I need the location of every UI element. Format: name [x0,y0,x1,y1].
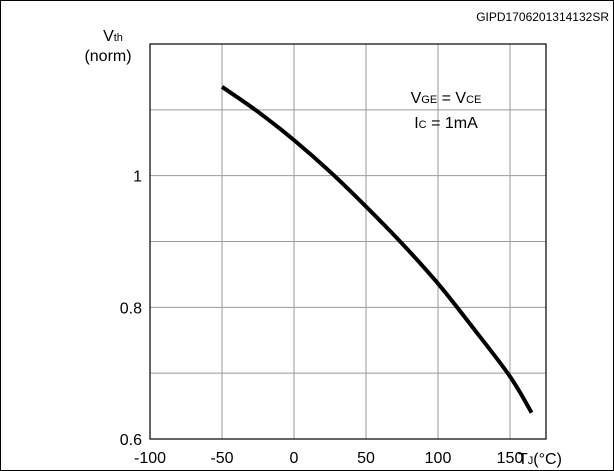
condition-annotation: VGE = VCE IC = 1mA [411,90,482,132]
y-axis-label: Vth [103,28,123,45]
y-tick-label: 0.6 [120,432,142,449]
x-tick-label: -100 [134,450,166,467]
x-tick-label: 150 [497,450,524,467]
y-axis-unit: (norm) [84,48,131,65]
x-tick-label: -50 [210,450,233,467]
annotation-text: I [414,115,418,132]
annotation-text: V [411,90,422,107]
annotation-subscript: GE [421,94,437,106]
plot-area [149,43,547,440]
x-axis-label: TJ(°C) [518,451,562,468]
x-axis-label-main: T [518,451,528,468]
grid [150,44,546,439]
tick-labels: -100 -50 0 50 100 150 0.6 0.8 1 [120,169,524,467]
x-axis-label-sub: J [528,455,534,467]
figure-id: GIPD1706201314132SR [476,10,609,24]
annotation-text: = V [437,90,466,107]
x-tick-label: 100 [425,450,452,467]
x-tick-label: 50 [357,450,375,467]
x-tick-label: 0 [290,450,299,467]
y-tick-label: 1 [133,169,142,186]
annotation-line: IC = 1mA [414,115,478,132]
series-line [220,85,534,414]
annotation-text: = 1mA [427,115,478,132]
annotation-line: VGE = VCE [411,90,482,107]
y-axis-label-main: V [103,28,114,45]
y-tick-label: 0.8 [120,300,142,317]
annotation-subscript: CE [466,94,481,106]
annotation-subscript: C [419,119,427,131]
y-axis-label-sub: th [114,32,123,44]
x-axis-label-unit: (°C) [533,451,562,468]
